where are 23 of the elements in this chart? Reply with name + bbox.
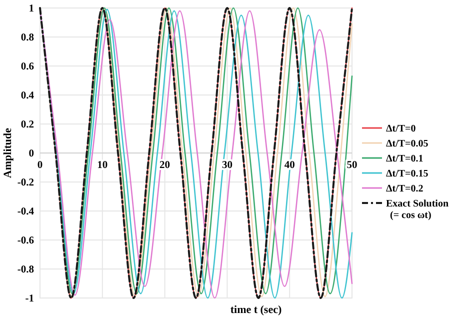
y-axis-title: Amplitude xyxy=(2,128,14,178)
x-axis-title: time t (sec) xyxy=(230,304,282,316)
x-tick-label: 50 xyxy=(346,160,358,171)
legend-label: Δt/T=0.15 xyxy=(386,168,428,180)
x-tick-label: 10 xyxy=(97,160,108,171)
y-tick-label: 0.4 xyxy=(20,90,35,102)
legend-label: Δt/T=0.1 xyxy=(386,154,424,164)
y-tick-label: -0.4 xyxy=(17,206,35,218)
y-tick-label: 0 xyxy=(28,148,34,160)
y-tick-label: -1 xyxy=(25,294,34,305)
legend-label: Δt/T=0 xyxy=(386,124,416,134)
legend-label: Δt/T=0.2 xyxy=(386,184,424,194)
y-tick-label: 0.2 xyxy=(20,120,34,131)
y-tick-label: -0.8 xyxy=(17,264,34,276)
y-tick-label: 1 xyxy=(28,4,34,15)
legend-label: Exact Solution (= cos ωt) xyxy=(386,198,449,221)
x-tick-label: 0 xyxy=(37,160,43,171)
x-tick-label: 20 xyxy=(160,160,170,171)
y-tick-label: 0.6 xyxy=(20,62,34,73)
y-tick-label: -0.2 xyxy=(17,178,34,189)
y-tick-label: -0.6 xyxy=(17,236,34,247)
legend-label: Δt/T=0.05 xyxy=(386,138,428,150)
y-tick-label: 0.8 xyxy=(20,32,34,44)
